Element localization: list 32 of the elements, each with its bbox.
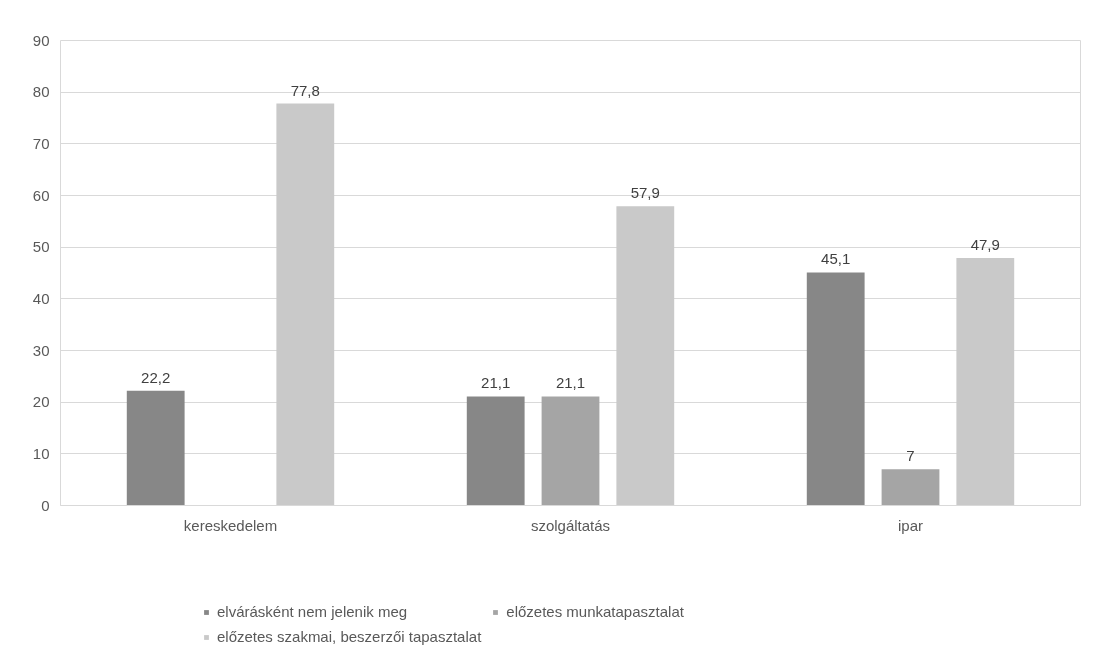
y-tick-label: 0 xyxy=(41,496,50,514)
bar xyxy=(541,396,600,506)
data-label: 47,9 xyxy=(970,236,1000,254)
data-label: 22,2 xyxy=(141,368,171,386)
bar xyxy=(881,469,940,506)
bar xyxy=(466,396,525,506)
bar xyxy=(806,272,865,506)
bar xyxy=(276,103,335,506)
y-tick-label: 50 xyxy=(32,238,50,256)
y-tick-label: 80 xyxy=(32,83,50,101)
data-label: 21,1 xyxy=(481,374,511,392)
y-tick-label: 70 xyxy=(32,134,50,152)
y-tick-label: 30 xyxy=(32,341,50,359)
x-tick-label: szolgáltatás xyxy=(530,516,611,534)
legend-label: elvárásként nem jelenik meg xyxy=(217,603,408,620)
x-tick-label: ipar xyxy=(897,516,924,534)
y-tick-label: 60 xyxy=(32,186,50,204)
bar xyxy=(616,206,675,506)
bar xyxy=(956,258,1015,506)
data-label: 77,8 xyxy=(290,81,320,99)
legend-label: előzetes munkatapasztalat xyxy=(506,603,684,620)
y-tick-label: 40 xyxy=(32,289,50,307)
data-label: 45,1 xyxy=(821,250,851,268)
data-label: 57,9 xyxy=(630,184,660,202)
data-label: 7 xyxy=(906,447,915,465)
y-tick-label: 90 xyxy=(32,31,50,49)
y-tick-label: 10 xyxy=(32,444,50,462)
legend-label: előzetes szakmai, beszerzői tapasztalat xyxy=(217,628,482,645)
x-tick-label: kereskedelem xyxy=(183,516,278,534)
y-tick-label: 20 xyxy=(32,393,50,411)
data-label: 21,1 xyxy=(555,374,586,392)
bar xyxy=(126,390,185,506)
